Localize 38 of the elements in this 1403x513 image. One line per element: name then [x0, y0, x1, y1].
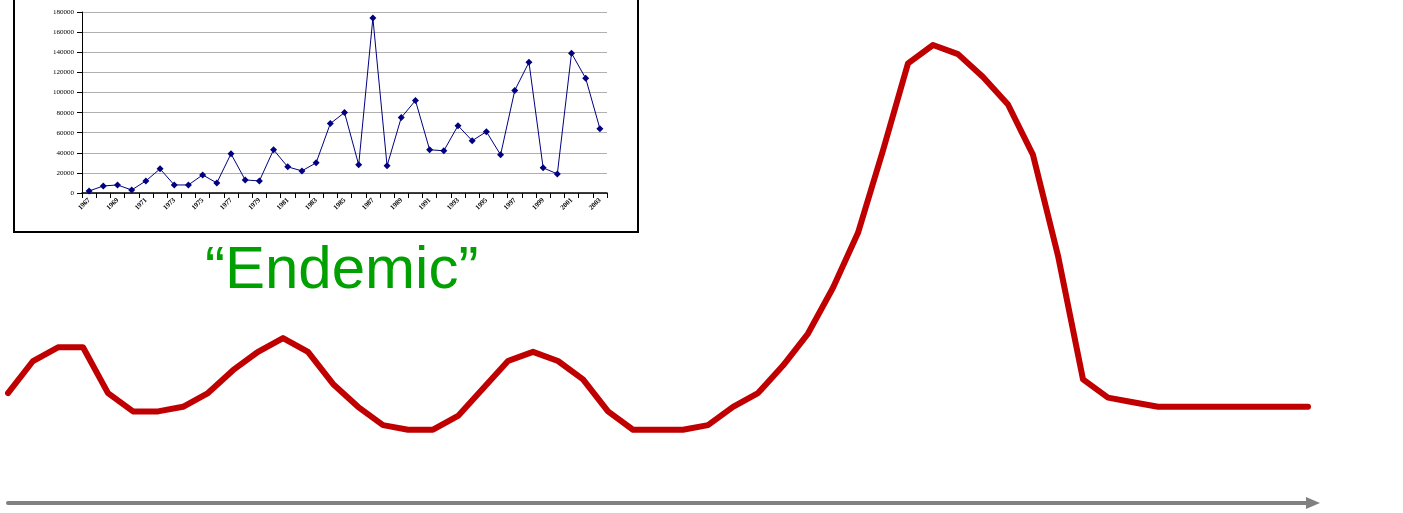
point — [582, 74, 590, 82]
point — [184, 181, 192, 189]
point — [497, 151, 505, 159]
point — [525, 58, 533, 66]
point — [284, 163, 292, 171]
point — [170, 181, 178, 189]
text: “Endemic” — [205, 233, 479, 301]
point — [468, 137, 476, 145]
point — [539, 164, 547, 172]
point — [99, 182, 107, 190]
point — [156, 165, 164, 173]
point — [199, 171, 207, 179]
point — [454, 122, 462, 130]
point — [426, 146, 434, 154]
point — [270, 146, 278, 154]
point — [411, 96, 419, 104]
point — [113, 181, 121, 189]
point — [298, 167, 306, 175]
point — [553, 170, 561, 178]
point — [511, 86, 519, 94]
point — [440, 147, 448, 155]
point — [355, 161, 363, 169]
point — [383, 162, 391, 170]
point — [213, 179, 221, 187]
point — [255, 177, 263, 185]
point — [397, 114, 405, 122]
point — [596, 125, 604, 133]
point — [482, 128, 490, 136]
point — [369, 14, 377, 22]
point — [85, 187, 93, 195]
point — [341, 109, 348, 117]
point — [568, 49, 576, 57]
point — [128, 186, 136, 194]
point — [312, 159, 320, 167]
point — [326, 120, 334, 128]
point — [142, 177, 150, 185]
point — [241, 176, 249, 184]
point — [227, 150, 235, 158]
